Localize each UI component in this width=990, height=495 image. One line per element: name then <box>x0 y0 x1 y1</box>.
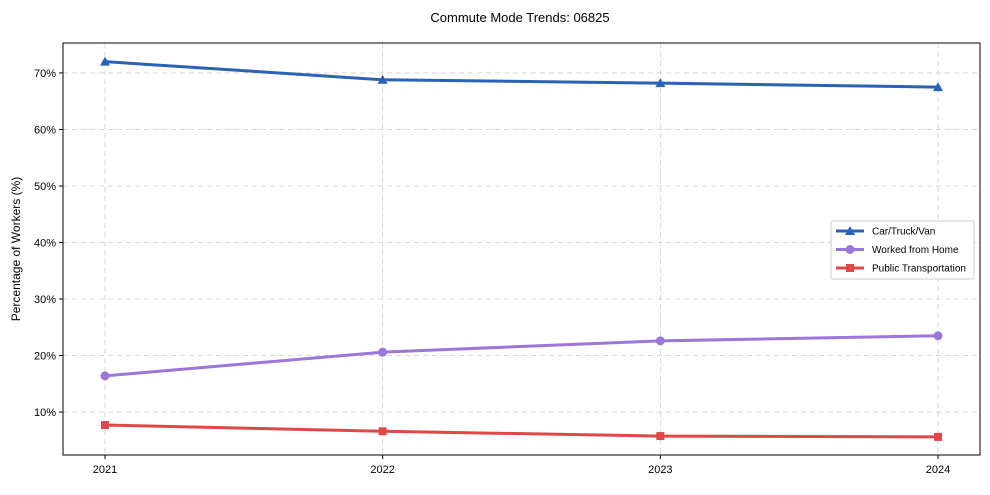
y-tick-label: 40% <box>34 238 56 250</box>
y-tick-label: 30% <box>34 294 56 306</box>
x-tick-label: 2023 <box>648 464 672 476</box>
series-line <box>104 60 939 89</box>
data-point <box>933 82 943 92</box>
chart-title: Commute Mode Trends: 06825 <box>430 10 609 25</box>
data-point <box>933 331 943 341</box>
series-public-transportation <box>101 421 942 441</box>
data-point <box>934 432 942 441</box>
legend-label: Car/Truck/Van <box>872 227 935 238</box>
legend-marker <box>846 264 854 272</box>
y-tick-label: 50% <box>34 181 56 193</box>
data-point <box>655 336 665 346</box>
series-car-truck-van <box>100 56 943 92</box>
legend-marker <box>845 226 855 235</box>
series-line <box>104 423 939 439</box>
data-point <box>377 74 388 84</box>
x-tick-label: 2024 <box>926 464 950 476</box>
y-axis-label: Percentage of Workers (%) <box>9 177 23 322</box>
series-line <box>104 334 939 378</box>
legend-label: Public Transportation <box>872 264 966 275</box>
legend-box <box>830 220 975 280</box>
y-tick-label: 60% <box>34 124 56 136</box>
data-point <box>101 421 109 430</box>
x-tick-label: 2022 <box>370 464 394 476</box>
y-tick-label: 70% <box>34 68 56 80</box>
legend-marker <box>845 245 855 254</box>
data-point <box>655 78 666 88</box>
legend-label: Worked from Home <box>872 245 959 256</box>
plot-frame <box>62 42 981 456</box>
y-tick-label: 10% <box>34 407 56 419</box>
y-tick-label: 20% <box>34 351 56 363</box>
data-point <box>378 427 387 436</box>
data-point <box>378 347 388 357</box>
x-tick-label: 2021 <box>93 464 117 476</box>
legend: Car/Truck/Van Worked from Home Public Tran… <box>830 220 975 280</box>
data-point <box>656 432 665 441</box>
series-worked-from-home <box>100 331 943 381</box>
data-point <box>100 56 110 66</box>
data-point <box>100 371 110 381</box>
